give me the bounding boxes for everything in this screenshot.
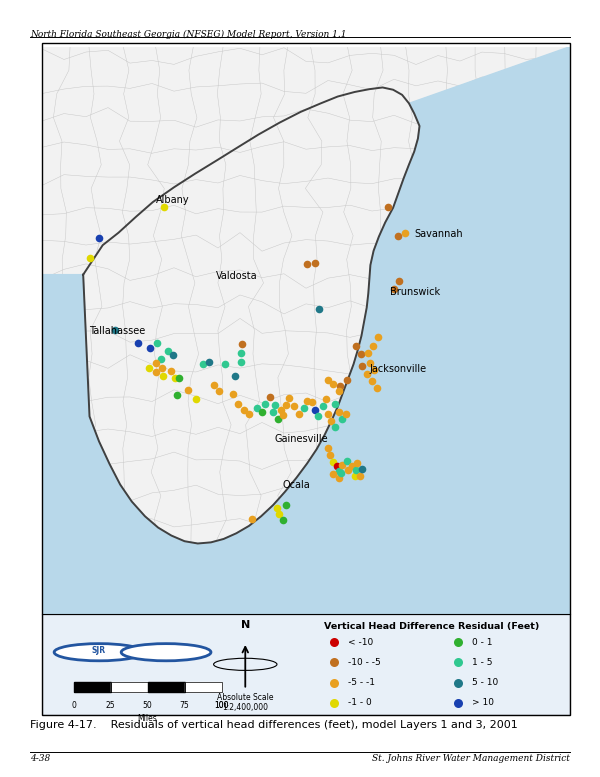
Text: N: N (241, 620, 250, 630)
Text: SJR: SJR (92, 646, 106, 655)
Text: Ocala: Ocala (282, 479, 310, 490)
Text: Miles: Miles (138, 714, 157, 723)
Text: 5 - 10: 5 - 10 (472, 678, 499, 687)
Circle shape (121, 643, 211, 660)
Text: 1 - 5: 1 - 5 (472, 658, 493, 667)
Polygon shape (42, 47, 570, 614)
Polygon shape (42, 535, 179, 614)
Text: > 10: > 10 (472, 699, 494, 707)
Text: Gainesville: Gainesville (274, 434, 328, 444)
Text: 0: 0 (71, 701, 76, 709)
Text: 100: 100 (214, 701, 229, 709)
Polygon shape (42, 47, 570, 614)
Text: -10 - -5: -10 - -5 (348, 658, 381, 667)
Text: 75: 75 (179, 701, 190, 709)
Text: Brunswick: Brunswick (391, 287, 440, 297)
Text: Albany: Albany (155, 195, 189, 205)
Text: North Florida Southeast Georgia (NFSEG) Model Report, Version 1.1: North Florida Southeast Georgia (NFSEG) … (30, 30, 347, 40)
Text: -1 - 0: -1 - 0 (348, 699, 372, 707)
Text: 0 - 1: 0 - 1 (472, 638, 493, 646)
Polygon shape (110, 681, 148, 692)
Circle shape (54, 643, 144, 660)
Text: 4-38: 4-38 (30, 754, 50, 763)
Polygon shape (185, 681, 221, 692)
Text: 100: 100 (214, 701, 229, 709)
Text: 50: 50 (143, 701, 152, 709)
Text: -5 - -1: -5 - -1 (348, 678, 375, 687)
Polygon shape (148, 681, 185, 692)
Text: Jacksonville: Jacksonville (370, 364, 427, 374)
Text: Figure 4-17.    Residuals of vertical head differences (feet), model Layers 1 an: Figure 4-17. Residuals of vertical head … (30, 720, 518, 730)
Polygon shape (74, 681, 110, 692)
Text: Savannah: Savannah (414, 228, 463, 239)
Text: St. Johns River Water Management District: St. Johns River Water Management Distric… (372, 754, 570, 763)
Text: Vertical Head Difference Residual (Feet): Vertical Head Difference Residual (Feet) (325, 622, 540, 631)
Polygon shape (42, 614, 570, 715)
Text: 25: 25 (106, 701, 115, 709)
Text: < -10: < -10 (348, 638, 373, 646)
Text: Valdosta: Valdosta (216, 271, 258, 281)
Text: Tallahassee: Tallahassee (89, 326, 146, 336)
Text: Absolute Scale
1:2,400,000: Absolute Scale 1:2,400,000 (217, 692, 274, 712)
